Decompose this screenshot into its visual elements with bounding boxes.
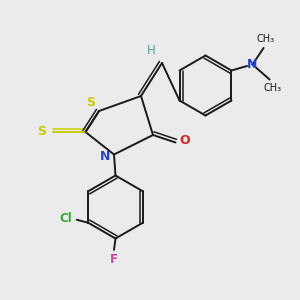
Text: S: S [38,125,46,138]
Text: H: H [147,44,156,57]
Text: CH₃: CH₃ [257,34,275,44]
Text: N: N [247,58,258,71]
Text: O: O [180,134,190,147]
Text: Cl: Cl [59,212,72,225]
Text: S: S [86,96,95,109]
Text: CH₃: CH₃ [263,83,282,93]
Text: N: N [100,150,110,164]
Text: F: F [110,253,118,266]
